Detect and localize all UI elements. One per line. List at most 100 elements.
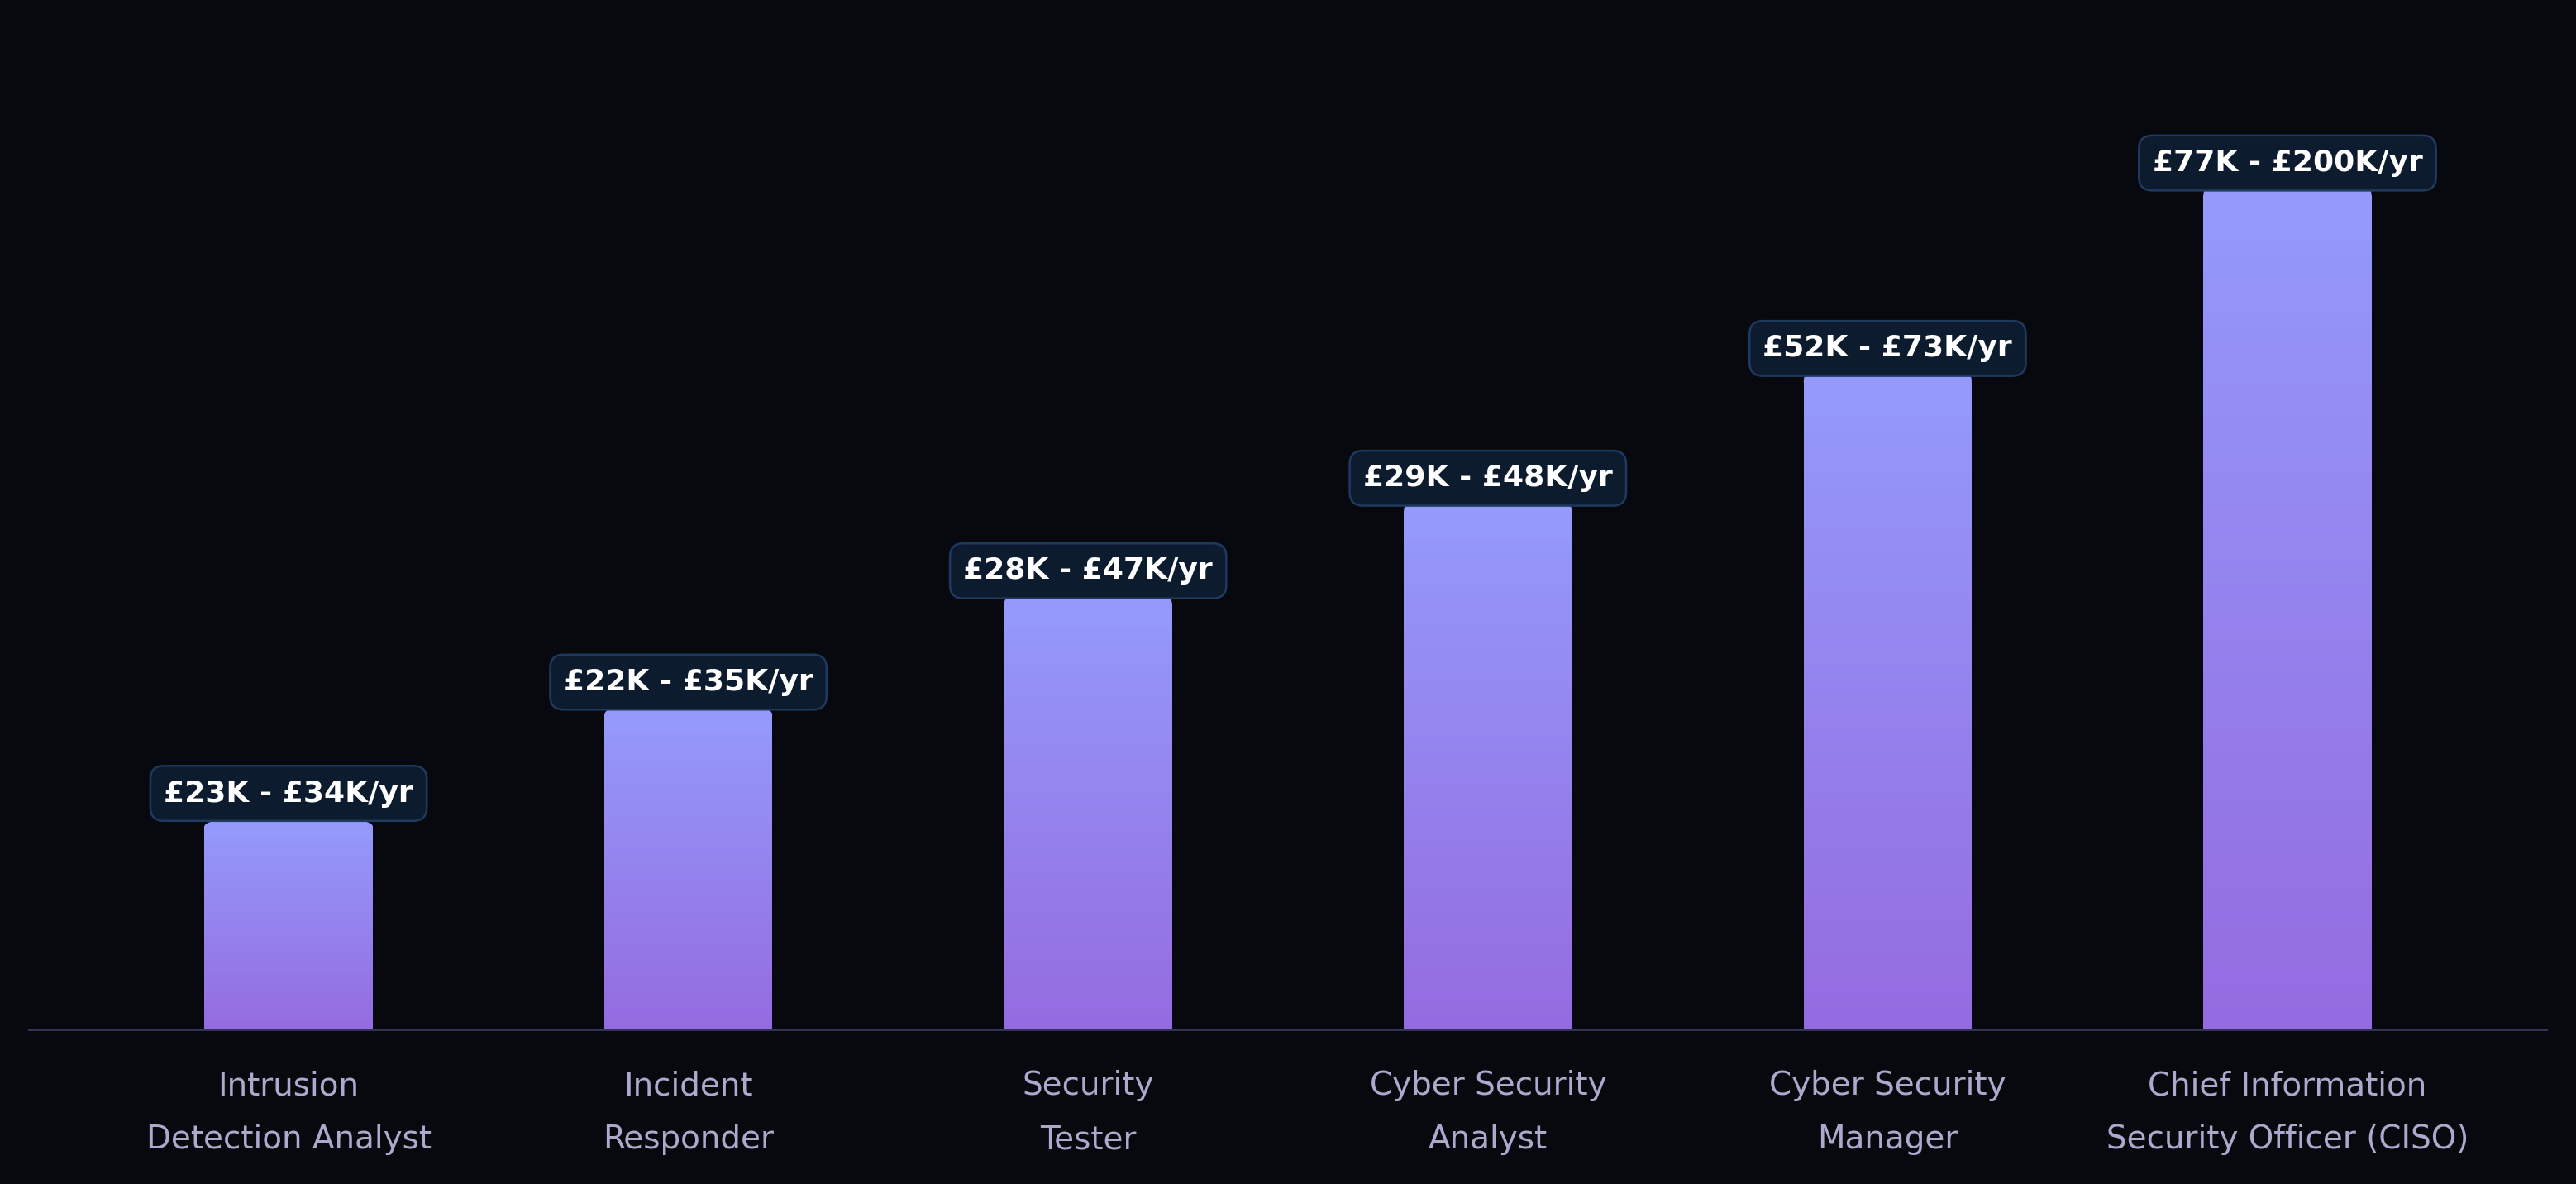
Bar (1404, 528, 1571, 532)
Bar (204, 976, 374, 977)
Bar (1404, 899, 1571, 902)
Bar (1803, 549, 1971, 554)
Bar (605, 773, 773, 776)
Bar (204, 888, 374, 890)
Bar (1803, 432, 1971, 437)
Bar (1404, 629, 1571, 632)
Bar (204, 974, 374, 976)
Bar (204, 895, 374, 896)
Bar (204, 919, 374, 920)
Bar (204, 932, 374, 933)
Bar (2202, 651, 2372, 657)
Bar (1005, 848, 1172, 851)
Bar (1005, 921, 1172, 925)
Bar (1005, 927, 1172, 931)
Bar (1005, 657, 1172, 661)
Bar (1404, 780, 1571, 784)
Bar (1404, 974, 1571, 978)
Bar (204, 978, 374, 979)
Bar (1005, 955, 1172, 959)
Bar (1404, 832, 1571, 836)
Bar (1803, 450, 1971, 455)
Bar (204, 1027, 374, 1029)
Bar (1404, 944, 1571, 947)
Bar (204, 980, 374, 983)
Bar (605, 742, 773, 745)
Bar (1803, 844, 1971, 848)
Bar (1803, 593, 1971, 597)
Bar (2202, 696, 2372, 702)
Bar (204, 868, 374, 869)
Bar (1803, 510, 1971, 515)
Bar (605, 870, 773, 873)
Bar (2202, 307, 2372, 313)
Bar (605, 727, 773, 729)
Bar (2202, 278, 2372, 284)
Bar (1404, 773, 1571, 777)
Bar (1005, 1022, 1172, 1024)
Bar (1803, 952, 1971, 957)
Bar (605, 979, 773, 982)
Bar (1005, 643, 1172, 646)
Bar (204, 842, 374, 844)
Bar (204, 931, 374, 932)
Bar (2202, 296, 2372, 301)
Bar (1404, 777, 1571, 780)
Bar (204, 896, 374, 897)
Bar (204, 947, 374, 948)
Bar (605, 984, 773, 986)
Bar (1005, 947, 1172, 951)
Bar (1005, 836, 1172, 839)
Bar (1404, 1012, 1571, 1016)
Bar (1005, 850, 1172, 854)
Bar (2202, 529, 2372, 535)
Bar (204, 843, 374, 845)
Bar (1404, 566, 1571, 570)
Bar (1803, 554, 1971, 559)
Bar (1404, 933, 1571, 937)
Bar (204, 855, 374, 856)
Bar (1005, 637, 1172, 641)
Bar (204, 874, 374, 875)
Bar (605, 908, 773, 910)
Bar (1404, 919, 1571, 922)
Bar (1803, 533, 1971, 536)
Bar (1404, 770, 1571, 774)
Bar (605, 973, 773, 976)
Bar (605, 1000, 773, 1003)
Bar (605, 992, 773, 995)
Bar (1404, 525, 1571, 528)
Bar (1005, 748, 1172, 752)
Bar (605, 957, 773, 959)
Bar (1005, 768, 1172, 771)
Bar (605, 819, 773, 822)
Bar (1803, 900, 1971, 905)
Bar (1005, 902, 1172, 905)
Bar (605, 811, 773, 813)
Bar (204, 1029, 374, 1030)
Bar (204, 862, 374, 864)
Bar (1803, 792, 1971, 797)
Bar (2202, 429, 2372, 435)
Bar (2202, 818, 2372, 824)
Bar (2202, 1018, 2372, 1024)
Bar (2202, 830, 2372, 835)
Bar (1404, 532, 1571, 535)
Bar (605, 719, 773, 721)
Bar (605, 1003, 773, 1005)
Bar (204, 894, 374, 895)
Bar (1803, 497, 1971, 502)
Bar (1803, 632, 1971, 636)
Bar (1404, 836, 1571, 839)
Bar (1803, 507, 1971, 510)
Bar (605, 725, 773, 727)
Bar (1803, 986, 1971, 991)
Bar (605, 843, 773, 845)
Bar (1005, 635, 1172, 638)
Bar (2202, 568, 2372, 574)
Bar (605, 876, 773, 879)
Bar (1404, 912, 1571, 915)
Bar (605, 893, 773, 895)
Bar (1803, 701, 1971, 706)
Bar (605, 744, 773, 746)
